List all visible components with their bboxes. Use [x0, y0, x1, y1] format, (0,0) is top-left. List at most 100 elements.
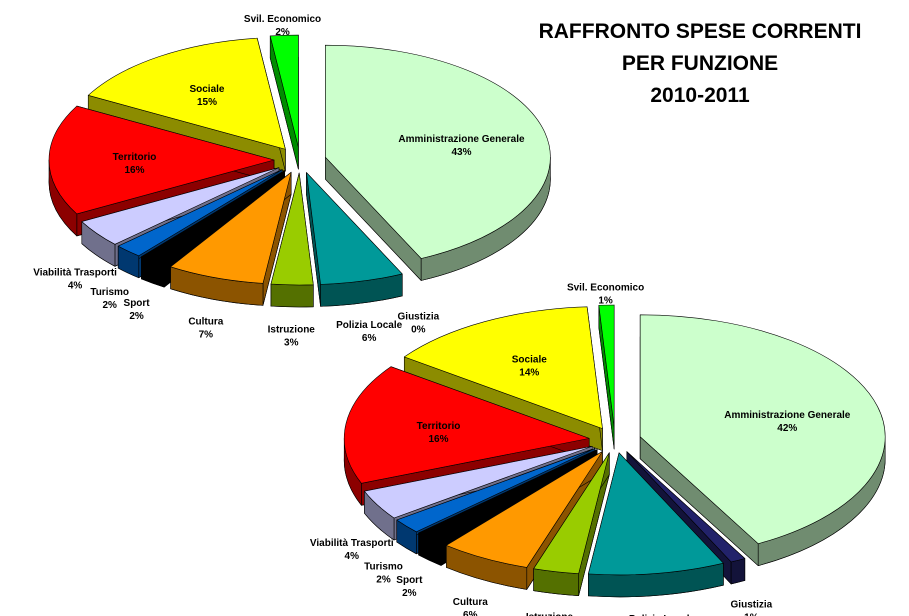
value-label: 1% [744, 612, 759, 616]
value-label: 0% [411, 324, 426, 335]
slice-label: Territorio 16% [113, 152, 157, 176]
pie-slice [446, 451, 603, 590]
pie-slice [639, 314, 886, 566]
slice-top [533, 452, 610, 575]
slice-top [343, 366, 590, 484]
slice-top [403, 306, 603, 429]
value-label: 14% [519, 367, 539, 378]
category-label: Turismo [364, 561, 403, 572]
pie-slice [270, 172, 314, 308]
slice-label: Giustizia 0% [398, 311, 440, 335]
category-label: Sociale [189, 84, 224, 95]
value-label: 42% [777, 423, 797, 434]
slice-top [325, 44, 551, 259]
category-label: Viabilità Trasporti [33, 267, 117, 278]
pie-slice [343, 366, 590, 506]
slice-label: Sport 2% [124, 298, 151, 322]
value-label: 2% [102, 300, 117, 311]
chart-title: PER FUNZIONE [622, 52, 778, 75]
value-label: 4% [68, 280, 83, 291]
slice-label: Turismo 2% [364, 561, 403, 585]
category-label: Amministrazione Generale [398, 134, 525, 145]
slice-top [364, 445, 593, 519]
chart-title: 2010-2011 [650, 84, 750, 107]
slice-top [270, 172, 314, 286]
slice-top [418, 449, 598, 544]
category-label: Territorio [417, 421, 461, 432]
pie-slice [598, 304, 615, 450]
slice-label: Amministrazione Generale 43% [398, 134, 525, 158]
value-label: 1% [598, 295, 613, 306]
pie-slice [269, 34, 299, 170]
slice-top [626, 451, 746, 563]
value-label: 16% [124, 165, 144, 176]
slice-top [140, 170, 286, 266]
value-label: 3% [284, 337, 299, 348]
slice-top [446, 451, 603, 568]
slice-top [639, 314, 886, 544]
slice-label: Svil. Economico 2% [244, 14, 321, 38]
category-label: Svil. Economico [244, 14, 321, 25]
slice-top [81, 167, 280, 245]
slice-label: Cultura 6% [453, 597, 488, 616]
category-label: Giustizia [398, 311, 440, 322]
slice-label: Territorio 16% [417, 421, 461, 445]
slice-top [598, 304, 615, 428]
slice-label: Viabilità Trasporti 4% [33, 267, 117, 291]
slice-top [48, 105, 275, 215]
slice-top [396, 447, 596, 533]
value-label: 15% [197, 97, 217, 108]
category-label: Amministrazione Generale [724, 410, 851, 421]
pie-slice [533, 452, 610, 597]
value-label: 2% [275, 27, 290, 38]
value-label: 4% [345, 551, 360, 562]
value-label: 7% [199, 329, 214, 340]
slice-top [269, 34, 299, 148]
slice-label: Polizia Locale9% [629, 614, 696, 616]
pie-slice [87, 37, 286, 172]
slice-top [170, 171, 292, 284]
slice-label: Sociale 14% [512, 354, 547, 378]
slice-wall [270, 283, 314, 308]
slice-label: Cultura 7% [188, 316, 223, 340]
category-label: Polizia Locale [336, 320, 403, 331]
value-label: 6% [362, 333, 377, 344]
category-label: Territorio [113, 152, 157, 163]
category-label: Istruzione [526, 612, 574, 616]
slice-label: Sport 2% [396, 575, 423, 599]
value-label: 43% [452, 147, 472, 158]
value-label: 6% [463, 610, 478, 616]
slice-label: Istruzione 3% [268, 324, 316, 348]
category-label: Giustizia [731, 599, 773, 610]
chart-title: RAFFRONTO SPESE CORRENTI [539, 20, 862, 43]
value-label: 2% [376, 574, 391, 585]
category-label: Sport [124, 298, 151, 309]
slice-label: Polizia Locale 6% [336, 320, 403, 344]
slice-label: Amministrazione Generale 42% [724, 410, 851, 434]
category-label: Sociale [512, 354, 547, 365]
category-label: Polizia Locale [629, 614, 696, 616]
slice-label: Viabilità Trasporti 4% [310, 538, 394, 562]
slice-top [588, 452, 724, 576]
slice-label: Svil. Economico 1% [567, 282, 644, 306]
slice-label: Turismo 2% [90, 287, 129, 311]
category-label: Sport [396, 575, 423, 586]
value-label: 2% [402, 588, 417, 599]
value-label: 16% [428, 434, 448, 445]
pie-slice [306, 172, 403, 307]
category-label: Cultura [453, 597, 488, 608]
slice-top [306, 172, 403, 285]
category-label: Istruzione [268, 324, 316, 335]
slice-top [117, 169, 283, 257]
category-label: Viabilità Trasporti [310, 538, 394, 549]
category-label: Svil. Economico [567, 282, 644, 293]
slice-top [87, 37, 286, 150]
value-label: 2% [129, 311, 144, 322]
category-label: Cultura [188, 316, 223, 327]
slice-wall [730, 558, 746, 585]
category-label: Turismo [90, 287, 129, 298]
slice-label: Giustizia 1% [731, 599, 773, 616]
